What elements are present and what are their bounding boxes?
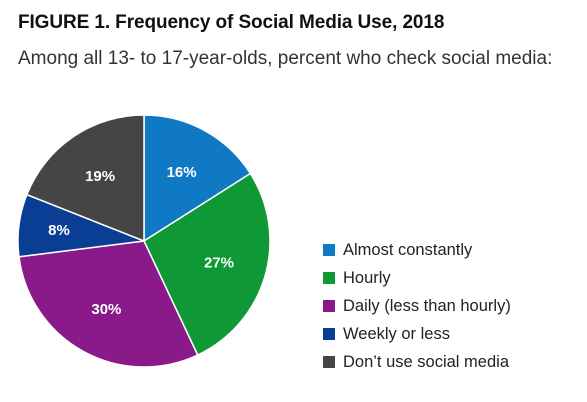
legend-label: Weekly or less	[343, 324, 450, 343]
chart-title: FIGURE 1. Frequency of Social Media Use,…	[18, 12, 445, 33]
pie-slice-don-t-use-social-media	[25, 114, 145, 243]
legend-swatch	[323, 244, 335, 256]
pie-slice-almost-constantly	[143, 114, 252, 243]
legend-item-daily-less-than-hourly: Daily (less than hourly)	[323, 292, 511, 320]
pie-slice-hourly	[143, 172, 271, 357]
legend-swatch	[323, 356, 335, 368]
legend-label: Don’t use social media	[343, 352, 509, 371]
pie-label-don-t-use-social-media: 19%	[85, 168, 115, 185]
chart-legend: Almost constantly Hourly Daily (less than …	[323, 236, 511, 376]
legend-swatch	[323, 328, 335, 340]
pie-label-hourly: 27%	[204, 254, 234, 271]
legend-item-weekly-or-less: Weekly or less	[323, 320, 511, 348]
pie-label-weekly-or-less: 8%	[48, 222, 70, 239]
legend-item-don-t-use-social-media: Don’t use social media	[323, 348, 511, 376]
pie-slice-daily-less-than-hourly	[18, 240, 199, 368]
pie-label-almost-constantly: 16%	[167, 164, 197, 181]
legend-item-hourly: Hourly	[323, 264, 511, 292]
pie-label-daily-less-than-hourly: 30%	[91, 301, 121, 318]
legend-label: Hourly	[343, 268, 391, 287]
chart-subtitle: Among all 13- to 17-year-olds, percent w…	[18, 48, 553, 69]
legend-swatch	[323, 300, 335, 312]
legend-label: Almost constantly	[343, 240, 473, 259]
legend-label: Daily (less than hourly)	[343, 296, 511, 315]
legend-swatch	[323, 272, 335, 284]
legend-item-almost-constantly: Almost constantly	[323, 236, 511, 264]
